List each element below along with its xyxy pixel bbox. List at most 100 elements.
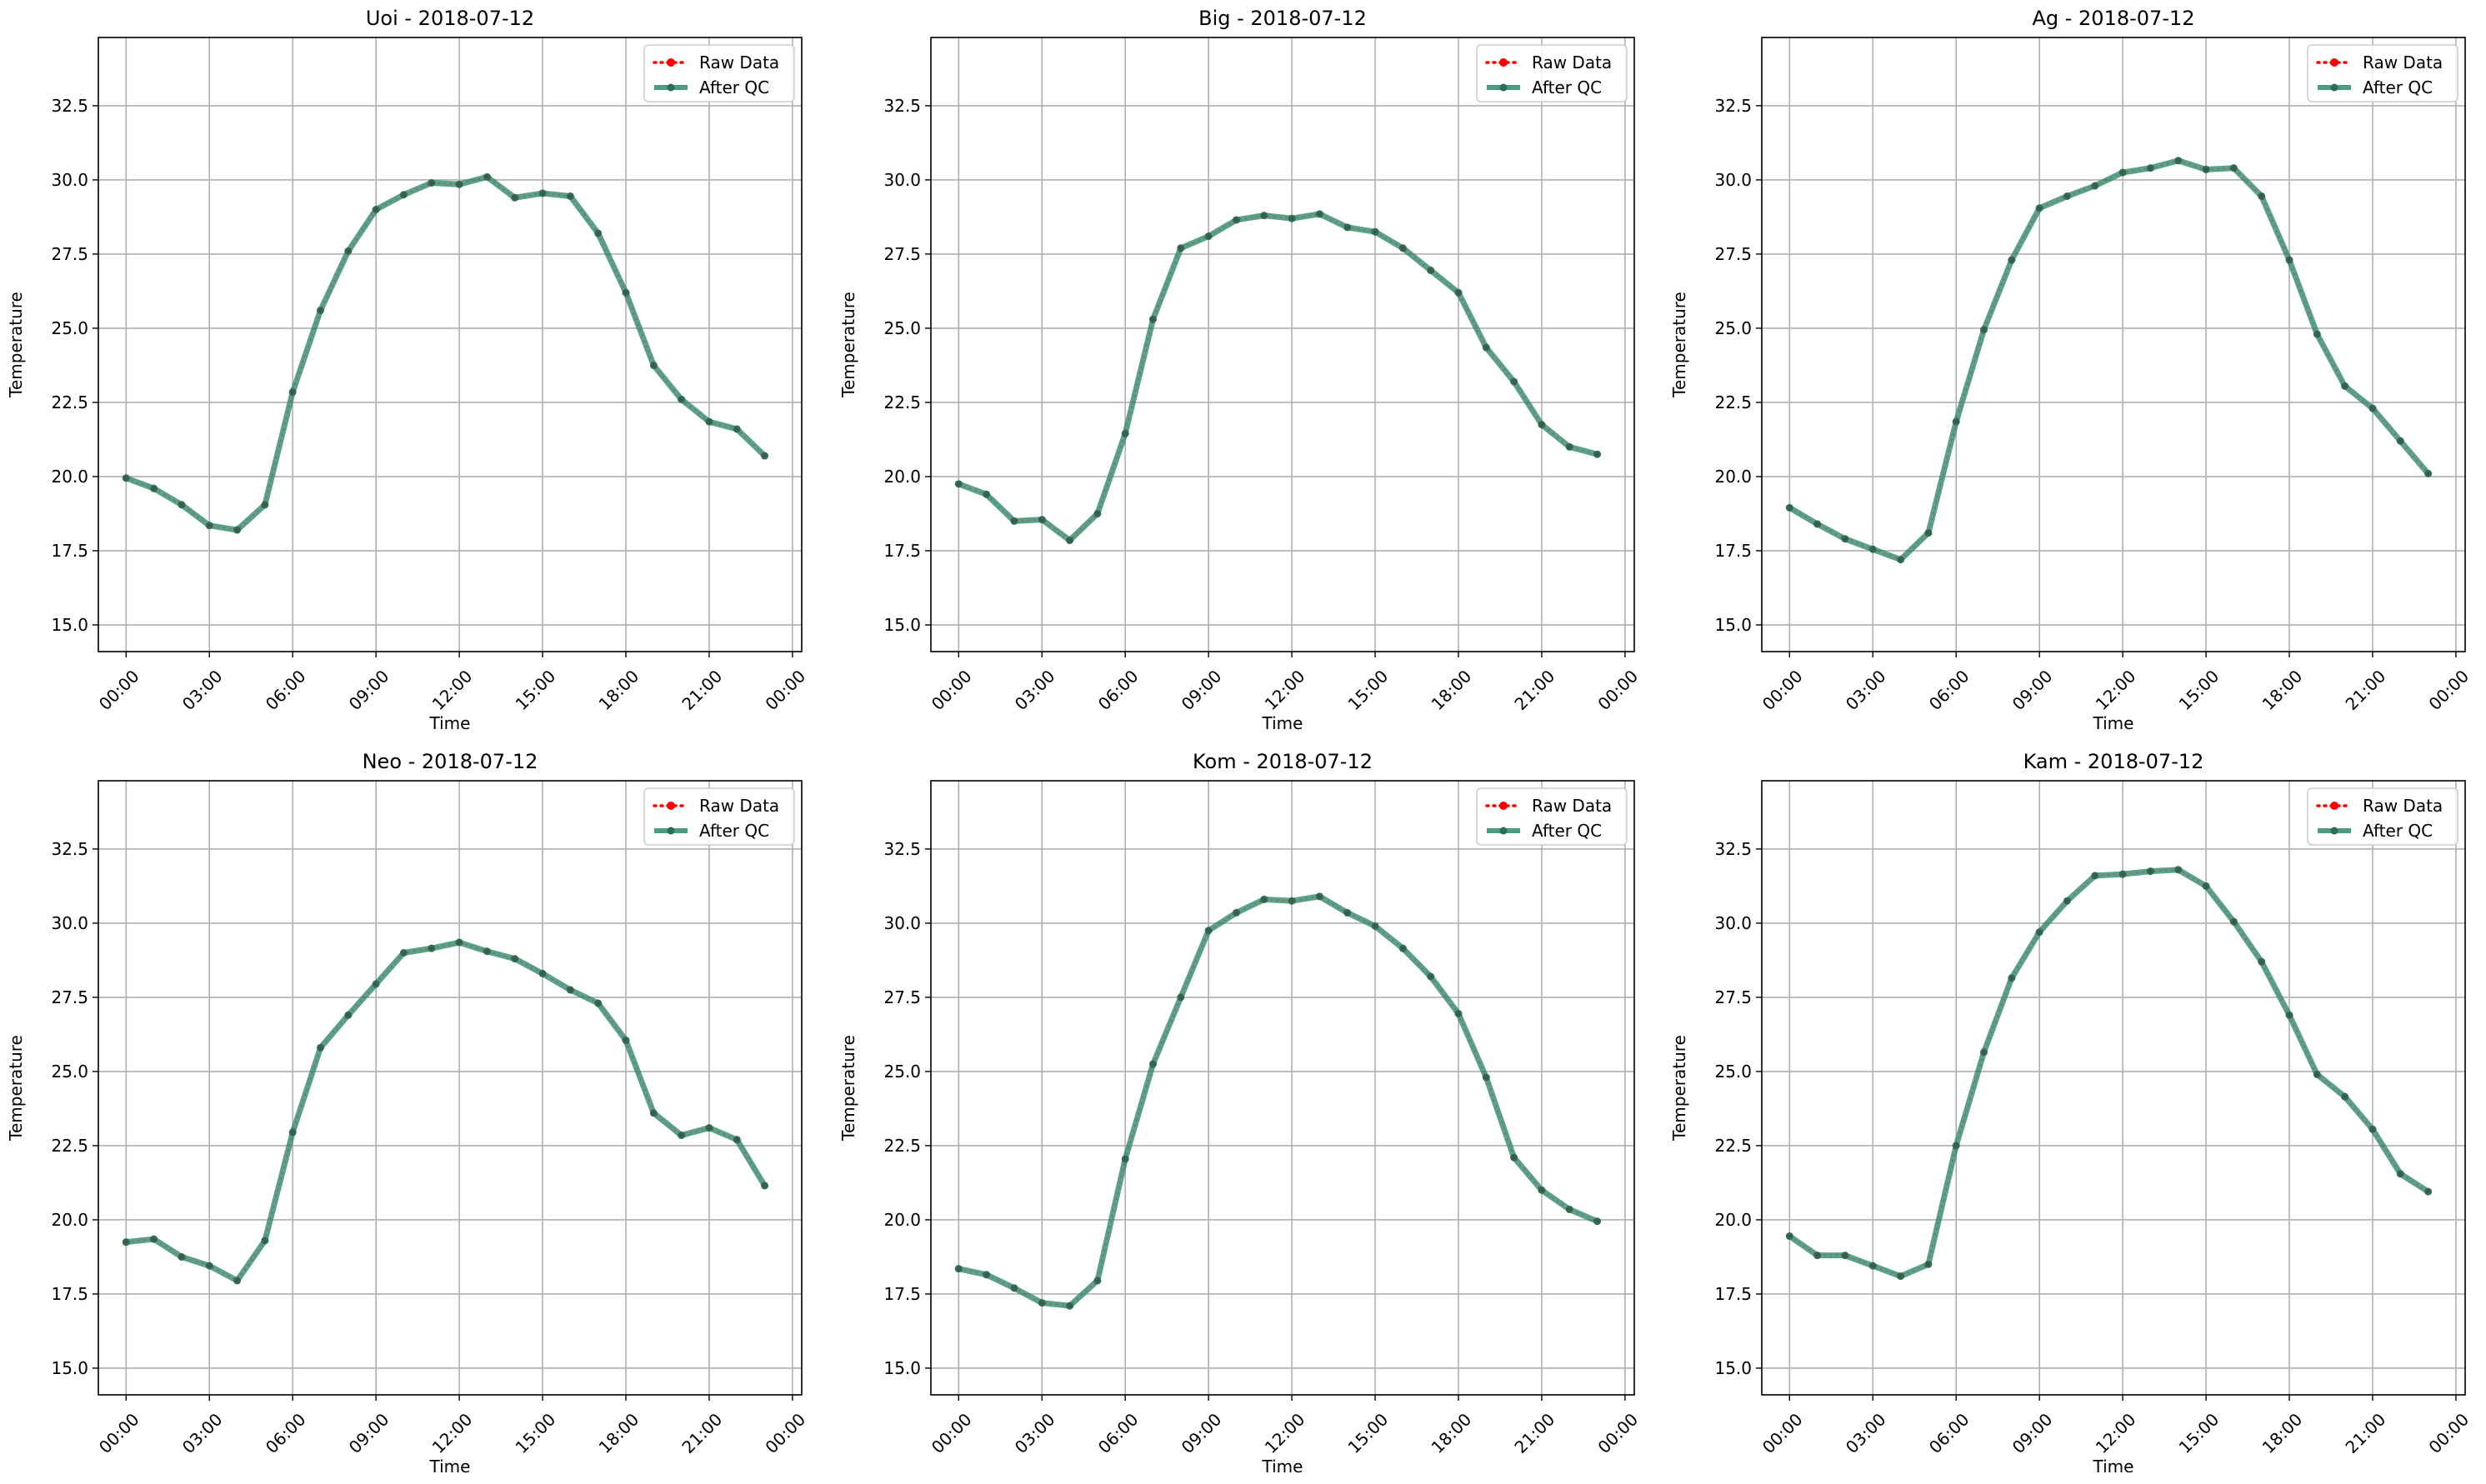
series-line-after-qc bbox=[123, 939, 768, 1284]
y-tick-label: 32.5 bbox=[883, 96, 921, 116]
raw-data-point bbox=[1123, 432, 1128, 436]
x-axis-label: Time bbox=[429, 713, 471, 733]
raw-data-point bbox=[652, 1111, 656, 1115]
x-tick-label: 09:00 bbox=[345, 1409, 393, 1457]
raw-data-point bbox=[1318, 895, 1322, 898]
legend-marker-raw-data bbox=[667, 58, 675, 67]
raw-data-point bbox=[180, 502, 183, 507]
x-tick-label: 09:00 bbox=[1178, 666, 1226, 714]
subplot-1: 00:00 03:00 06:00 09:00 12:00 15:00 18:00 21:00… bbox=[6, 7, 809, 733]
y-tick-label: 27.5 bbox=[883, 987, 921, 1007]
subplot-3: 00:00 03:00 06:00 09:00 12:00 15:00 18:00 21:00… bbox=[1669, 7, 2473, 733]
raw-data-point bbox=[1068, 538, 1072, 542]
raw-data-point bbox=[485, 949, 489, 953]
raw-data-point bbox=[1040, 1301, 1044, 1305]
raw-data-point bbox=[763, 454, 767, 457]
x-tick-label: 00:00 bbox=[2424, 666, 2473, 714]
raw-data-point bbox=[1290, 899, 1293, 902]
raw-data-point bbox=[2398, 1172, 2403, 1176]
x-tick-label: 21:00 bbox=[1511, 666, 1559, 714]
chart-title: Ag - 2018-07-12 bbox=[2032, 7, 2194, 30]
series-line-raw-data bbox=[1788, 868, 2429, 1277]
raw-data-point bbox=[1262, 897, 1266, 902]
legend: Raw Data After QC bbox=[2307, 44, 2458, 102]
raw-data-point bbox=[2288, 1013, 2291, 1017]
y-tick-label: 30.0 bbox=[883, 913, 921, 933]
series-line-after-qc bbox=[1786, 867, 2432, 1280]
legend-marker-after-qc bbox=[667, 827, 675, 835]
legend-label-after-qc: After QC bbox=[699, 821, 769, 841]
chart-title: Kam - 2018-07-12 bbox=[2023, 750, 2204, 773]
series-line-raw-data bbox=[958, 895, 1598, 1307]
y-tick-label: 30.0 bbox=[51, 913, 88, 933]
y-tick-label: 20.0 bbox=[1714, 467, 1752, 487]
x-tick-label: 18:00 bbox=[595, 1409, 643, 1457]
raw-data-point bbox=[1954, 1144, 1958, 1147]
raw-data-point bbox=[1345, 226, 1349, 229]
raw-data-point bbox=[235, 528, 239, 532]
raw-data-point bbox=[1151, 1062, 1155, 1066]
raw-data-point bbox=[1982, 1050, 1986, 1054]
x-tick-label: 15:00 bbox=[1344, 666, 1393, 714]
y-axis-label: Temperature bbox=[6, 292, 26, 398]
y-tick-label: 27.5 bbox=[883, 244, 921, 264]
x-tick-label: 03:00 bbox=[178, 1409, 227, 1457]
y-tick-label: 17.5 bbox=[51, 1284, 88, 1304]
raw-data-point bbox=[458, 182, 461, 187]
raw-data-point bbox=[624, 1038, 628, 1042]
raw-data-point bbox=[735, 427, 739, 431]
y-tick-label: 25.0 bbox=[1714, 1062, 1752, 1082]
x-tick-label: 00:00 bbox=[1758, 1409, 1807, 1457]
x-axis-label: Time bbox=[1262, 713, 1303, 733]
y-tick-label: 30.0 bbox=[883, 170, 921, 190]
raw-data-point bbox=[429, 947, 433, 950]
y-tick-label: 25.0 bbox=[51, 318, 88, 338]
raw-data-point bbox=[1843, 1253, 1847, 1257]
raw-data-point bbox=[124, 1240, 128, 1244]
raw-data-point bbox=[318, 1046, 323, 1050]
y-tick-label: 20.0 bbox=[883, 467, 921, 487]
raw-data-point bbox=[541, 192, 544, 195]
x-tick-label: 00:00 bbox=[761, 666, 809, 714]
raw-data-point bbox=[1540, 422, 1543, 427]
raw-data-point bbox=[1788, 506, 1792, 510]
raw-data-point bbox=[1373, 230, 1377, 234]
x-tick-label: 12:00 bbox=[1261, 1409, 1309, 1457]
raw-data-point bbox=[1013, 519, 1016, 523]
y-tick-label: 17.5 bbox=[883, 541, 921, 561]
y-tick-label: 15.0 bbox=[883, 1358, 921, 1378]
raw-data-point bbox=[1512, 1156, 1516, 1159]
y-tick-label: 17.5 bbox=[883, 1284, 921, 1304]
y-tick-label: 32.5 bbox=[1714, 96, 1752, 116]
y-tick-label: 25.0 bbox=[51, 1062, 88, 1082]
legend-label-after-qc: After QC bbox=[2363, 77, 2433, 97]
raw-data-point bbox=[2426, 472, 2430, 476]
x-tick-label: 00:00 bbox=[95, 666, 143, 714]
raw-data-point bbox=[291, 1131, 295, 1134]
raw-data-point bbox=[1401, 246, 1405, 250]
raw-data-point bbox=[2121, 171, 2124, 174]
raw-data-point bbox=[2315, 1072, 2319, 1077]
raw-data-point bbox=[1898, 1274, 1903, 1278]
x-axis-label: Time bbox=[1262, 1457, 1303, 1477]
x-tick-label: 03:00 bbox=[1842, 666, 1890, 714]
raw-data-point bbox=[2232, 166, 2236, 170]
x-tick-label: 00:00 bbox=[1758, 666, 1807, 714]
x-tick-label: 00:00 bbox=[928, 666, 976, 714]
x-tick-label: 21:00 bbox=[678, 666, 727, 714]
raw-data-point bbox=[263, 502, 267, 507]
x-tick-label: 06:00 bbox=[1925, 666, 1973, 714]
legend-label-raw-data: Raw Data bbox=[1532, 52, 1612, 72]
raw-data-point bbox=[1401, 947, 1405, 950]
raw-data-point bbox=[1068, 1304, 1072, 1307]
legend-label-raw-data: Raw Data bbox=[699, 52, 779, 72]
x-tick-label: 18:00 bbox=[1428, 666, 1476, 714]
raw-data-point bbox=[1568, 1207, 1572, 1212]
raw-data-point bbox=[957, 1267, 961, 1271]
y-tick-label: 30.0 bbox=[1714, 913, 1752, 933]
y-tick-label: 27.5 bbox=[1714, 244, 1752, 264]
y-tick-label: 25.0 bbox=[1714, 318, 1752, 338]
y-tick-label: 32.5 bbox=[51, 839, 88, 859]
raw-data-point bbox=[2288, 258, 2291, 262]
